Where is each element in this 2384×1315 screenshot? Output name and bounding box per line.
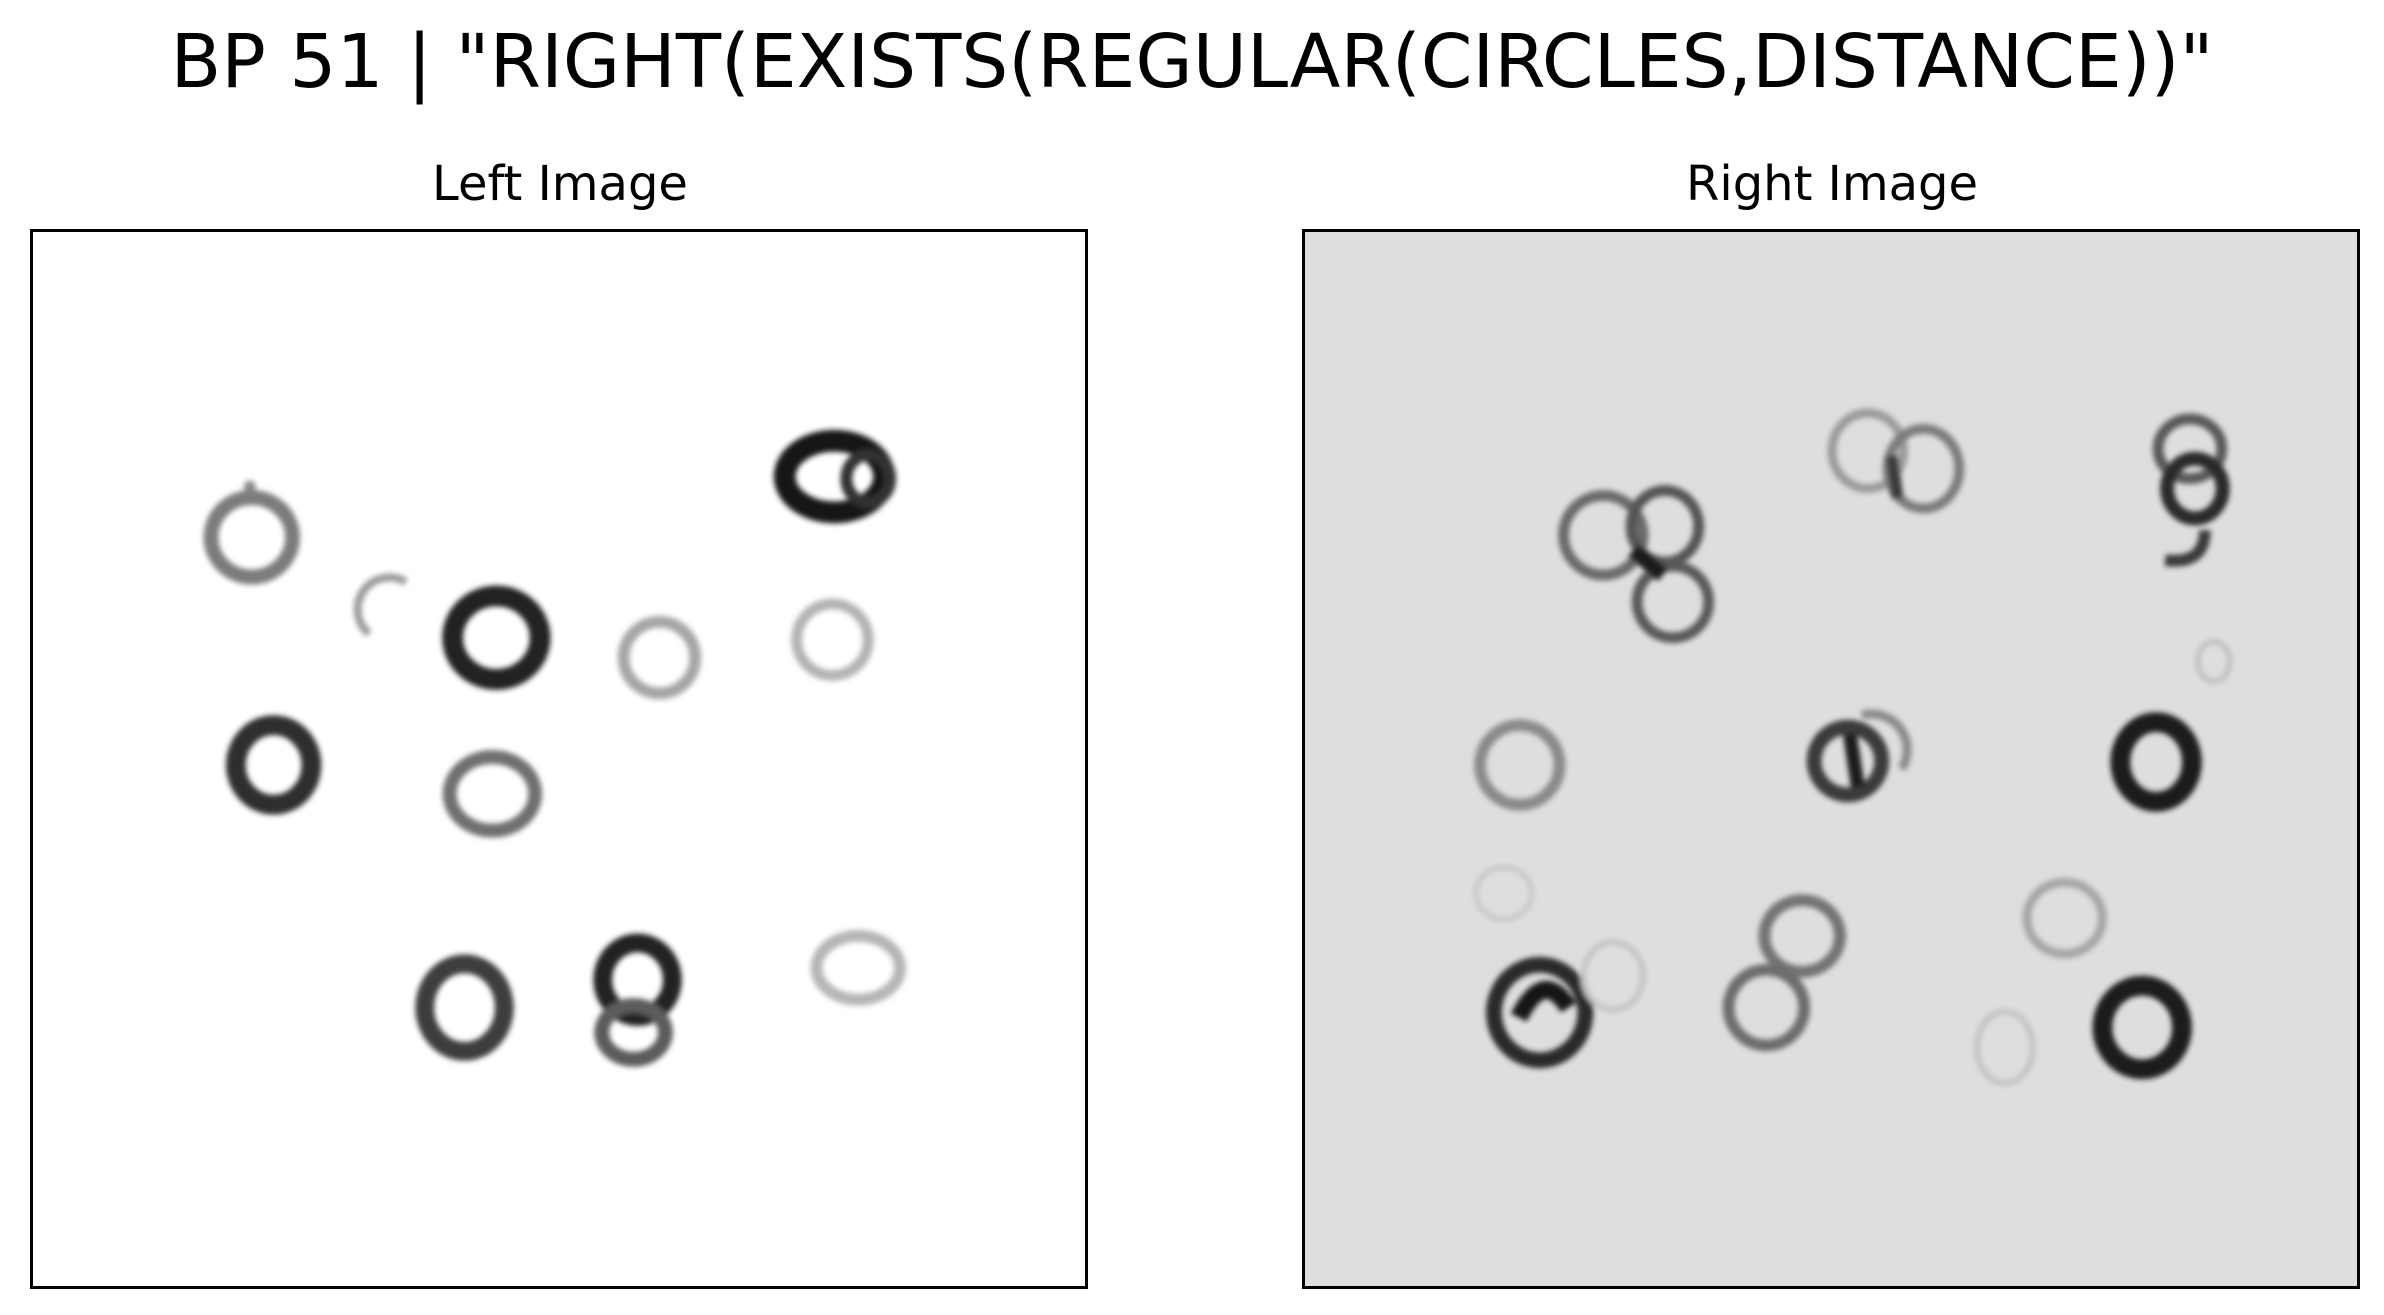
circle-shape: [593, 933, 682, 1026]
circle-shape: [2195, 639, 2233, 684]
circle-shape: [1485, 956, 1594, 1069]
circle-shape: [2152, 413, 2228, 485]
circle-shape: [243, 480, 256, 493]
overlap-shape: [1843, 733, 1865, 788]
circle-shape: [2160, 451, 2230, 526]
overlap-shape: [1628, 544, 1669, 582]
circle-shape: [2022, 877, 2107, 959]
circle-shape: [1473, 864, 1535, 922]
circle-shape: [415, 954, 514, 1061]
circle-shape: [1631, 560, 1715, 644]
circle-shape: [1827, 408, 1909, 494]
circle-shape: [1580, 938, 1647, 1013]
arc-shape: [353, 573, 408, 637]
right-image-panel: [1302, 229, 2360, 1289]
circle-shape: [225, 715, 322, 815]
left-image-panel: [30, 229, 1088, 1289]
circle-shape: [203, 490, 300, 585]
circle-shape: [2110, 712, 2202, 812]
arc-shape: [1860, 709, 1912, 772]
circle-shape: [442, 585, 551, 690]
circle-shape: [2092, 975, 2192, 1080]
circle-shape: [840, 448, 897, 509]
circle-shape: [810, 930, 907, 1006]
right-image-drawing: [1305, 232, 2357, 1286]
circle-shape: [1558, 490, 1649, 581]
circle-shape: [1722, 963, 1811, 1052]
arc-shape: [1510, 981, 1577, 1022]
circle-shape: [1806, 719, 1890, 803]
left-image-title: Left Image: [432, 156, 688, 212]
overlap-shape: [1885, 454, 1904, 500]
left-image-drawing: [33, 232, 1085, 1286]
figure-title: BP 51 | "RIGHT(EXISTS(REGULAR(CIRCLES,DI…: [170, 19, 2214, 105]
circle-shape: [617, 615, 702, 700]
circle-shape: [594, 998, 673, 1067]
left-image-background: [33, 232, 1085, 1286]
circle-shape: [791, 598, 874, 681]
arc-shape: [2164, 529, 2211, 567]
circle-shape: [442, 750, 543, 838]
circle-shape: [1758, 894, 1846, 978]
circle-shape: [1474, 719, 1566, 811]
right-image-title: Right Image: [1686, 156, 1978, 212]
circle-shape: [1974, 1008, 2036, 1087]
